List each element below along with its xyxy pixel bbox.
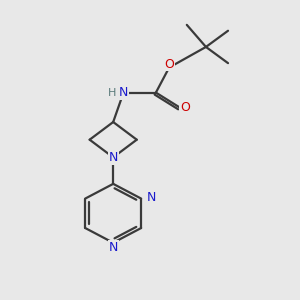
Text: N: N — [109, 151, 118, 164]
Text: N: N — [109, 241, 118, 254]
Text: H: H — [108, 88, 116, 98]
Text: N: N — [119, 86, 128, 99]
Text: O: O — [164, 58, 174, 70]
Text: N: N — [147, 190, 156, 204]
Text: O: O — [180, 101, 190, 114]
